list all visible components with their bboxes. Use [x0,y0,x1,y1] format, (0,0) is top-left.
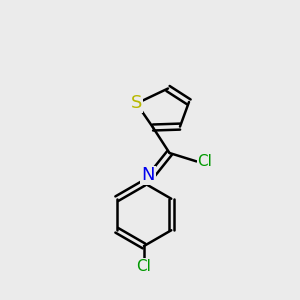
Text: N: N [141,167,155,184]
Text: Cl: Cl [136,259,152,274]
Text: Cl: Cl [197,154,212,169]
Text: S: S [131,94,142,112]
